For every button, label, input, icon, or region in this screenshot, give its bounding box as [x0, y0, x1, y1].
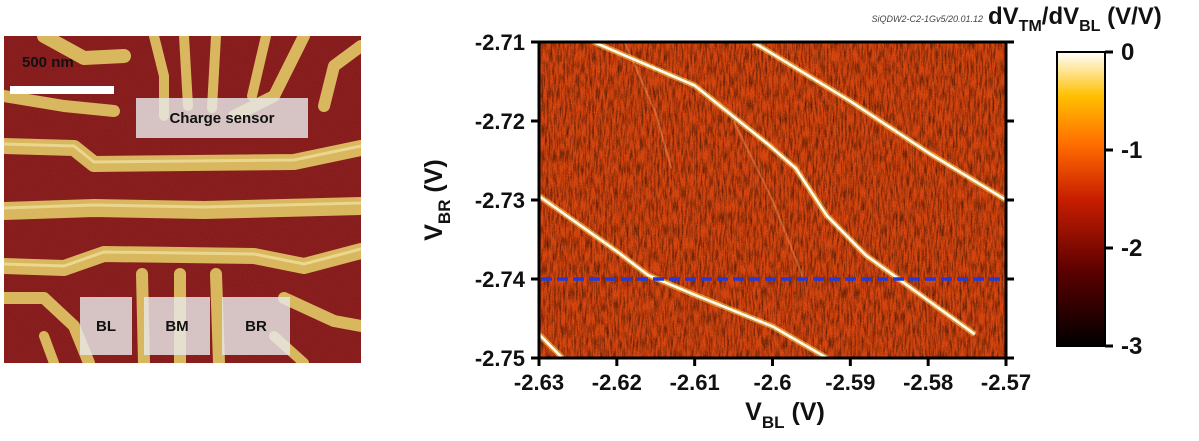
- colorbar-title: dVTM/dVBL (V/V): [988, 3, 1162, 35]
- y-tick-label: -2.74: [475, 267, 526, 292]
- transition-line: [592, 42, 976, 336]
- y-tick-label: -2.72: [475, 109, 525, 134]
- colorbar-tick-label: 0: [1121, 39, 1134, 66]
- title-sub2: BL: [1079, 18, 1101, 35]
- gate-label-bl: BL: [80, 297, 132, 355]
- x-tick-label: -2.58: [903, 370, 953, 395]
- transition-line: [539, 194, 828, 358]
- xlabel-sub: BL: [762, 413, 785, 432]
- y-axis: -2.71 -2.72 -2.73 -2.74 -2.75: [475, 30, 1014, 371]
- ylabel-sub: BR: [435, 200, 454, 225]
- title-unit: (V/V): [1100, 3, 1161, 30]
- faint-transition-line: [623, 42, 673, 169]
- transition-line: [752, 42, 1006, 202]
- title-main: dV: [988, 3, 1019, 30]
- title-mid: /dV: [1042, 3, 1079, 30]
- ylabel-main: V: [420, 224, 448, 241]
- xlabel-main: V: [745, 398, 762, 426]
- colorbar-tick-label: -2: [1121, 235, 1142, 262]
- scale-bar: [10, 86, 114, 94]
- colorbar-ticks: 0 -1 -2 -3: [1105, 39, 1142, 360]
- x-tick-label: -2.63: [514, 370, 564, 395]
- xlabel-unit: (V): [785, 398, 825, 426]
- y-tick-label: -2.75: [475, 346, 525, 371]
- heatmap-area: [539, 42, 1006, 358]
- afm-device-image: 500 nm Charge sensor BL BM BR: [4, 36, 361, 363]
- x-tick-label: -2.62: [592, 370, 642, 395]
- gate-label-bm: BM: [144, 297, 210, 355]
- x-tick-label: -2.6: [754, 370, 792, 395]
- x-tick-label: -2.61: [670, 370, 720, 395]
- scale-bar-label: 500 nm: [22, 54, 74, 71]
- run-id: SiQDW2-C2-1Gv5/20.01.12: [871, 14, 983, 24]
- colorbar-tick-label: -1: [1121, 137, 1142, 164]
- x-axis: -2.63 -2.62 -2.61 -2.6 -2.59 -2.58 -2.57: [514, 358, 1031, 395]
- ylabel-unit: (V): [420, 159, 448, 199]
- x-axis-label: VBL (V): [745, 398, 825, 432]
- y-axis-label: VBR (V): [420, 159, 454, 241]
- transition-line: [539, 333, 564, 358]
- faint-transition-line: [732, 120, 805, 280]
- colorbar-tick-label: -3: [1121, 333, 1142, 360]
- x-tick-label: -2.59: [825, 370, 875, 395]
- y-tick-label: -2.73: [475, 188, 525, 213]
- charge-sensor-label: Charge sensor: [136, 98, 308, 138]
- x-tick-label: -2.57: [981, 370, 1031, 395]
- gate-label-br: BR: [222, 297, 290, 355]
- charge-stability-chart: SiQDW2-C2-1Gv5/20.01.12 dVTM/dVBL (V/V) …: [420, 3, 1162, 432]
- colorbar: [1056, 51, 1106, 347]
- y-tick-label: -2.71: [475, 30, 525, 55]
- title-sub1: TM: [1019, 18, 1042, 35]
